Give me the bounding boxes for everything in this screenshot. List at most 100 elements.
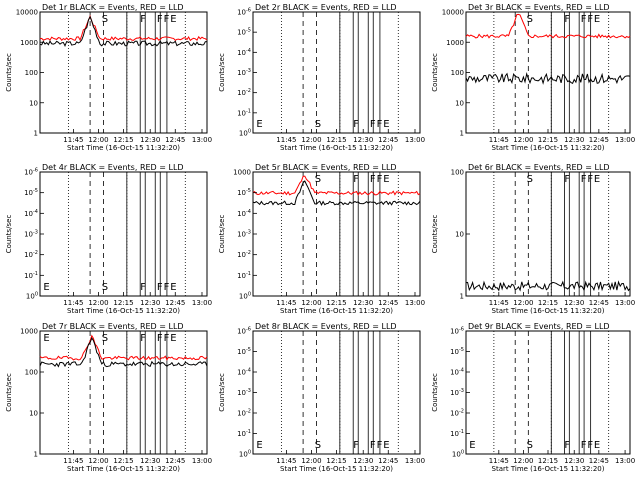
y-tick-label: 10 <box>29 99 38 107</box>
chart-panel-2: Det 2r BLACK = Events, RED = LLD 100 10-1 1… <box>218 3 425 152</box>
x-tick-label: 12:30 <box>353 136 373 144</box>
plot-frame <box>39 11 208 134</box>
event-marker-label: S <box>102 282 108 293</box>
x-tick-label: 11:45 <box>276 299 296 307</box>
x-tick-label: 12:45 <box>165 136 185 144</box>
y-tick-label: 10-6 <box>237 327 251 336</box>
y-tick-label: 1 <box>34 130 38 138</box>
event-marker-label: S <box>527 440 533 451</box>
y-tick-label: 100 <box>239 129 251 138</box>
chart-panel-6: Det 6r BLACK = Events, RED = LLD 1 10 100 11… <box>431 163 635 315</box>
chart-panel-9: Det 9r BLACK = Events, RED = LLD 100 10-1 1… <box>431 322 635 473</box>
x-tick-label: 12:45 <box>378 457 398 465</box>
chart-title: Det 2r BLACK = Events, RED = LLD <box>255 3 397 12</box>
y-axis-label: Counts/sec <box>5 215 13 254</box>
y-axis-label: Counts/sec <box>431 215 439 254</box>
y-tick-label: 10-5 <box>237 188 251 197</box>
event-marker-label: E <box>43 333 49 344</box>
y-tick-label: 10-5 <box>237 28 251 37</box>
x-tick-label: 12:15 <box>113 299 133 307</box>
events-series-line <box>465 72 631 85</box>
plot-frame <box>39 171 208 297</box>
y-tick-label: 10-2 <box>24 250 38 259</box>
chart-title: Det 1r BLACK = Events, RED = LLD <box>42 3 184 12</box>
x-tick-label: 12:30 <box>353 299 373 307</box>
y-tick-label: 10-1 <box>237 108 251 117</box>
y-tick-label: 10-3 <box>24 230 38 239</box>
x-tick-label: 11:45 <box>489 136 509 144</box>
lld-series-line <box>39 14 208 42</box>
plot-frame <box>465 330 631 455</box>
x-tick-label: 12:15 <box>326 457 346 465</box>
event-marker-label: F <box>140 333 146 344</box>
x-axis-label: Start Time (16-Oct-15 11:32:20) <box>492 465 605 473</box>
y-tick-label: 100 <box>25 369 38 377</box>
event-marker-label: F <box>587 14 593 25</box>
event-marker-label: S <box>527 14 533 25</box>
y-tick-label: 10-1 <box>237 429 251 438</box>
y-tick-label: 10-6 <box>450 327 464 336</box>
lld-series-line <box>465 13 631 39</box>
events-series-line <box>39 337 208 368</box>
y-tick-label: 10-1 <box>237 271 251 280</box>
x-tick-label: 12:30 <box>564 457 584 465</box>
y-axis-label: Counts/sec <box>218 53 226 92</box>
x-tick-label: 12:30 <box>564 299 584 307</box>
event-marker-label: F <box>377 440 383 451</box>
y-axis-label: Counts/sec <box>218 373 226 412</box>
event-marker-label: E <box>170 14 176 25</box>
x-tick-label: 13:00 <box>192 299 212 307</box>
event-marker-label: S <box>315 440 321 451</box>
event-marker-label: E <box>469 440 475 451</box>
x-tick-label: 12:00 <box>88 457 108 465</box>
y-tick-label: 1000 <box>20 39 38 47</box>
y-tick-label: 100 <box>239 292 251 301</box>
x-tick-label: 12:30 <box>140 457 160 465</box>
y-tick-label: 100 <box>452 450 464 459</box>
event-marker-label: F <box>377 174 383 185</box>
y-tick-label: 1000 <box>233 169 251 177</box>
lld-series-line <box>39 334 208 361</box>
event-marker-label: F <box>581 14 587 25</box>
event-marker-label: E <box>170 282 176 293</box>
chart-title: Det 8r BLACK = Events, RED = LLD <box>255 322 397 331</box>
y-tick-label: 10-4 <box>24 209 38 218</box>
x-tick-label: 12:45 <box>589 299 609 307</box>
event-marker-label: E <box>170 333 176 344</box>
event-marker-label: F <box>164 333 170 344</box>
x-tick-label: 11:45 <box>63 457 83 465</box>
x-axis-label: Start Time (16-Oct-15 11:32:20) <box>67 144 180 152</box>
x-tick-label: 12:30 <box>140 136 160 144</box>
y-axis-label: Counts/sec <box>5 53 13 92</box>
y-tick-label: 100 <box>25 69 38 77</box>
plot-frame <box>465 11 631 134</box>
chart-panel-7: Det 7r BLACK = Events, RED = LLD 1 10 100 10… <box>5 322 212 473</box>
y-tick-label: 10-4 <box>237 368 251 377</box>
x-tick-label: 12:15 <box>326 136 346 144</box>
x-tick-label: 11:45 <box>489 299 509 307</box>
x-tick-label: 12:30 <box>564 136 584 144</box>
y-tick-label: 10-4 <box>237 209 251 218</box>
x-tick-label: 12:45 <box>165 457 185 465</box>
y-tick-label: 10-2 <box>237 250 251 259</box>
x-tick-label: 11:45 <box>276 457 296 465</box>
y-tick-label: 1 <box>460 293 464 301</box>
x-axis-label: Start Time (16-Oct-15 11:32:20) <box>280 465 393 473</box>
x-axis-label: Start Time (16-Oct-15 11:32:20) <box>280 307 393 315</box>
x-tick-label: 11:45 <box>63 136 83 144</box>
events-series-line <box>465 280 631 292</box>
event-marker-label: S <box>102 14 108 25</box>
y-tick-label: 10-6 <box>24 168 38 177</box>
y-tick-label: 1000 <box>446 39 464 47</box>
y-tick-label: 10 <box>29 410 38 418</box>
event-marker-label: F <box>564 174 570 185</box>
x-tick-label: 13:00 <box>405 299 425 307</box>
event-marker-label: E <box>594 440 600 451</box>
plot-frame <box>252 171 421 297</box>
y-tick-label: 10-2 <box>450 409 464 418</box>
event-marker-label: F <box>157 14 163 25</box>
x-axis-label: Start Time (16-Oct-15 11:32:20) <box>492 144 605 152</box>
events-series-line <box>39 15 208 48</box>
